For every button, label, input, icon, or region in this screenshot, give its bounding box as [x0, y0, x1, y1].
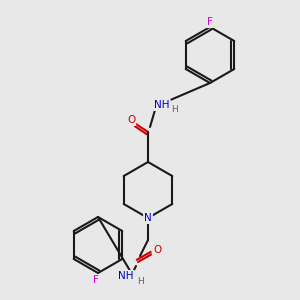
Text: H: H: [172, 106, 178, 115]
Text: H: H: [136, 277, 143, 286]
Text: O: O: [127, 115, 135, 125]
Text: NH: NH: [154, 100, 170, 110]
Text: N: N: [144, 213, 152, 223]
Text: F: F: [93, 275, 99, 285]
Text: NH: NH: [118, 271, 134, 281]
Text: F: F: [207, 17, 213, 27]
Text: O: O: [153, 245, 161, 255]
